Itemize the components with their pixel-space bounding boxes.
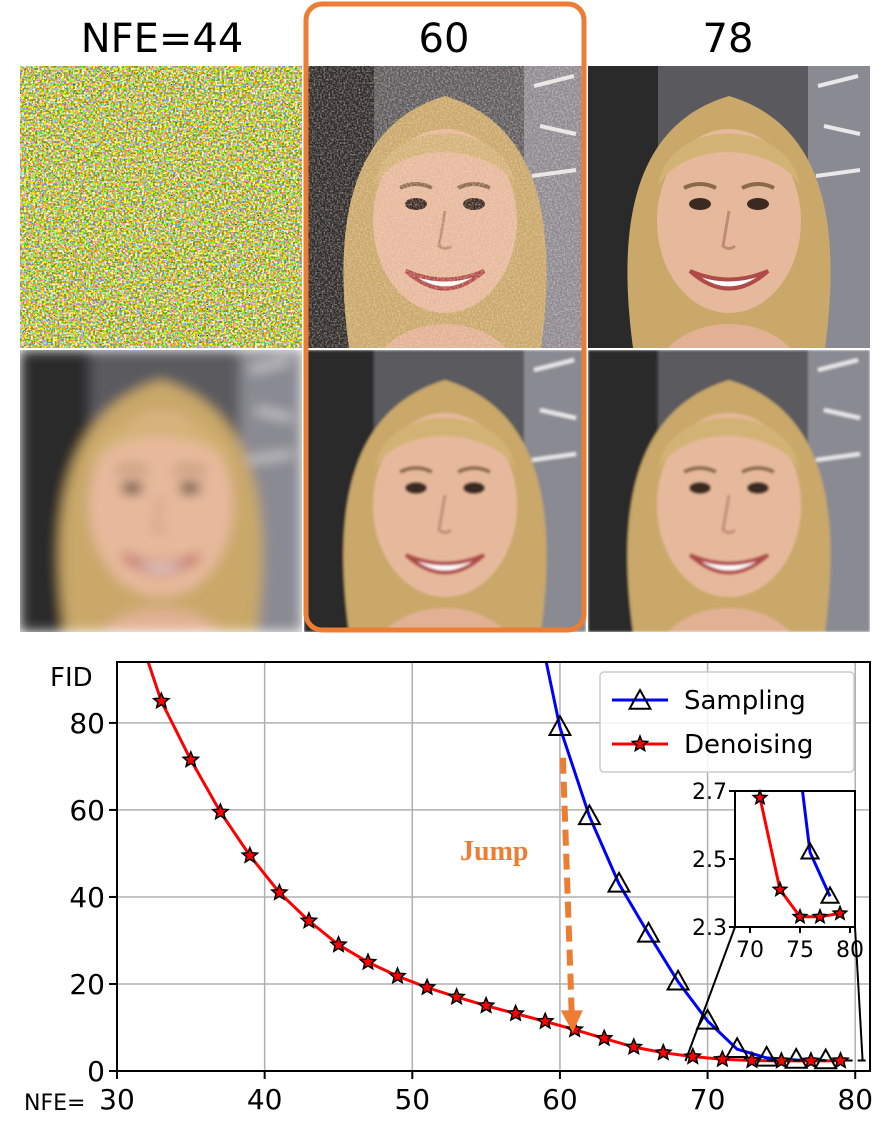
inset-chart: 2.3 2.5 2.7 70 75 80	[684, 780, 864, 1062]
inset-denoising-marker	[791, 907, 809, 925]
image-sampling-nfe60	[304, 66, 586, 348]
inset-x-tick-label: 80	[836, 938, 864, 963]
column-title-2: 60	[419, 16, 470, 62]
sampling-marker	[754, 1044, 779, 1067]
fid-chart: 0 20 40 60 80 30 40 50 60 70 80 FID NFE= Jump Sam…	[24, 661, 873, 1116]
jump-arrow	[559, 757, 575, 1015]
inset-connector-line	[854, 926, 864, 1062]
image-denoising-nfe60	[304, 350, 586, 632]
sampling-marker	[665, 968, 691, 991]
denoising-marker	[535, 1011, 555, 1030]
y-tick-label: 60	[69, 794, 105, 827]
sampling-marker	[636, 920, 661, 943]
y-tick-label: 0	[87, 1055, 105, 1088]
y-tick-label: 80	[69, 707, 105, 740]
denoising-marker	[388, 966, 407, 985]
denoising-marker	[742, 1050, 762, 1069]
denoising-marker	[712, 1049, 732, 1068]
x-tick-label: 60	[542, 1083, 578, 1116]
inset-markers	[751, 788, 849, 925]
y-tick-label: 20	[69, 968, 105, 1001]
inset-y-tick-label: 2.7	[692, 780, 727, 805]
y-tick-label: 40	[69, 881, 105, 914]
denoising-marker	[240, 845, 260, 864]
sampling-marker	[724, 1036, 750, 1058]
denoising-marker	[329, 934, 348, 953]
denoising-marker	[210, 802, 230, 821]
inset-denoising-curve	[757, 791, 841, 919]
x-tick-label: 50	[394, 1083, 430, 1116]
denoising-marker	[594, 1028, 614, 1047]
sampling-marker	[695, 1007, 720, 1030]
y-axis-label: FID	[50, 663, 93, 693]
inset-denoising-marker	[831, 904, 849, 921]
legend-label-denoising: Denoising	[684, 730, 813, 760]
sampling-marker	[577, 803, 602, 826]
denoising-marker	[653, 1042, 673, 1061]
inset-x-tick-label: 75	[786, 938, 814, 963]
image-sampling-nfe44	[20, 66, 302, 348]
sampling-marker	[547, 714, 573, 736]
sampling-marker	[784, 1046, 809, 1069]
denoising-marker	[269, 882, 289, 901]
image-denoising-nfe44	[20, 350, 302, 632]
inset-connector-line	[684, 926, 736, 1062]
denoising-marker	[506, 1003, 526, 1022]
denoising-marker	[476, 995, 496, 1014]
inset-y-tick-label: 2.5	[692, 848, 727, 873]
x-axis-label: NFE=	[24, 1091, 85, 1116]
inset-denoising-marker	[811, 907, 829, 925]
denoising-marker	[565, 1019, 585, 1038]
x-tick-label: 70	[690, 1083, 726, 1116]
denoising-marker	[801, 1051, 821, 1069]
inset-denoising-marker	[771, 880, 789, 897]
jump-label: Jump	[460, 836, 528, 867]
y-axis-ticks: 0 20 40 60 80	[69, 707, 117, 1088]
x-tick-label: 40	[247, 1083, 283, 1116]
denoising-marker	[771, 1050, 791, 1069]
column-title-1: NFE=44	[81, 16, 244, 62]
x-axis-ticks: 30 40 50 60 70 80	[99, 1071, 873, 1116]
inset-y-ticks: 2.3 2.5 2.7	[692, 780, 735, 941]
sampling-markers	[547, 714, 838, 1070]
inset-sampling-marker	[799, 841, 821, 860]
highlight-box-nfe60	[303, 1, 587, 633]
denoising-marker	[181, 749, 201, 768]
inset-background	[735, 791, 855, 927]
legend-label-sampling: Sampling	[684, 686, 806, 716]
inset-y-tick-label: 2.3	[692, 916, 727, 941]
plot-frame	[116, 661, 871, 1072]
legend: Sampling Denoising	[599, 671, 855, 773]
denoising-marker	[417, 977, 437, 996]
x-tick-label: 30	[99, 1083, 135, 1116]
legend-marker-sampling	[627, 687, 653, 710]
inset-x-ticks: 70 75 80	[736, 927, 864, 963]
jump-arrow-head	[560, 1010, 583, 1033]
denoising-marker	[299, 910, 319, 929]
inset-sampling-marker	[819, 885, 841, 904]
image-sampling-nfe78	[588, 66, 870, 348]
legend-box	[599, 671, 855, 773]
inset-x-tick-label: 70	[736, 938, 764, 963]
sampling-marker	[606, 870, 632, 893]
legend-marker-denoising	[630, 734, 650, 753]
image-denoising-nfe78	[588, 350, 870, 632]
sampling-marker	[813, 1047, 838, 1070]
denoising-marker	[624, 1037, 644, 1056]
inset-denoising-marker	[751, 788, 769, 806]
denoising-marker	[447, 987, 467, 1006]
denoising-marker	[151, 691, 171, 710]
denoising-markers	[151, 691, 850, 1069]
denoising-marker	[358, 952, 378, 971]
x-tick-label: 80	[837, 1083, 873, 1116]
denoising-marker	[831, 1050, 850, 1069]
column-title-3: 78	[703, 16, 754, 62]
